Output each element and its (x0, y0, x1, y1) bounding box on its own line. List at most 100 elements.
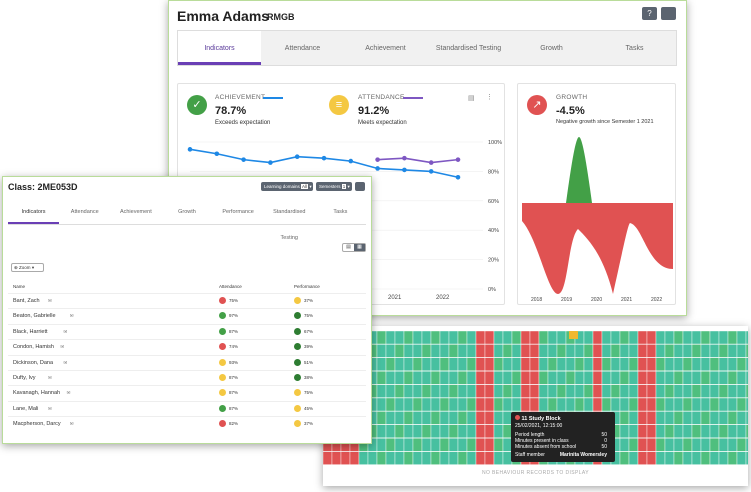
table-row[interactable]: Black, Harriett ✉ 87% 67% (8, 323, 366, 339)
achievement-point (241, 157, 246, 162)
heatmap-cell (592, 371, 603, 385)
table-row[interactable]: Kavanagh, Hannah ✉ 87% 75% (8, 385, 366, 400)
heatmap-cell (691, 411, 702, 425)
student-name[interactable]: Black, Harriett (13, 328, 48, 335)
message-icon[interactable]: ✉ (48, 298, 52, 303)
message-icon[interactable]: ✉ (48, 375, 52, 380)
student-name[interactable]: Bant, Zach (13, 298, 40, 304)
tab-indicators[interactable]: Indicators (178, 31, 261, 65)
tab-growth[interactable]: Growth (178, 209, 196, 215)
tab-achievement[interactable]: Achievement (365, 45, 406, 52)
grid-view-icon[interactable]: ▦ (354, 244, 365, 251)
message-icon[interactable]: ✉ (60, 344, 65, 350)
heatmap-cell (457, 451, 468, 465)
message-icon[interactable]: ✉ (69, 421, 74, 427)
heatmap-cell (574, 384, 585, 398)
heatmap-cell (691, 384, 702, 398)
heatmap-cell (448, 424, 459, 439)
student-name[interactable]: Dufty, Ivy (13, 375, 36, 381)
menu-button[interactable] (661, 7, 676, 20)
more-icon[interactable]: ⋮ (486, 94, 493, 101)
heatmap-cell (727, 397, 738, 412)
x-tick-label: 2020 (591, 297, 602, 303)
col-performance: Performance (294, 284, 320, 289)
positive-area (566, 137, 592, 203)
student-name[interactable]: Kavanagh, Hannah (13, 390, 61, 397)
student-name[interactable]: Lane, Mali (13, 405, 39, 412)
heatmap-cell (655, 371, 666, 385)
heatmap-cell (673, 357, 684, 371)
student-name[interactable]: Condon, Hamish (13, 344, 54, 351)
message-icon[interactable]: ✉ (69, 313, 74, 319)
table-row[interactable]: Macpherson, Darcy ✉ 82% 37% (8, 416, 366, 431)
tab-growth[interactable]: Growth (540, 45, 563, 52)
heatmap-cell (637, 397, 648, 412)
student-name[interactable]: Macpherson, Darcy (13, 421, 61, 428)
class-menu-button[interactable] (355, 182, 365, 191)
heatmap-cell (385, 331, 396, 345)
heatmap-cell (565, 397, 576, 412)
message-icon[interactable]: ✉ (63, 359, 68, 365)
student-tabs: Indicators Attendance Achievement Standa… (177, 30, 677, 66)
tab-performance[interactable]: Performance (222, 209, 254, 215)
tab-indicators[interactable]: Indicators (8, 199, 60, 224)
table-row[interactable]: Lane, Mali ✉ 87% 45% (8, 400, 366, 416)
heatmap-cell (466, 357, 477, 371)
heatmap-cell (556, 357, 567, 371)
tab-attendance[interactable]: Attendance (70, 209, 99, 215)
student-name[interactable]: Beaton, Gabrielle (13, 313, 56, 320)
heatmap-cell (412, 424, 423, 439)
check-icon: ✓ (187, 95, 207, 115)
message-icon[interactable]: ✉ (48, 405, 52, 411)
heatmap-cell (376, 384, 387, 398)
heatmap-cell (646, 397, 657, 412)
heatmap-cell (376, 397, 387, 412)
heatmap-cell (421, 397, 432, 412)
view-toggle[interactable]: ▤ ▦ (342, 243, 366, 252)
heatmap-cell (601, 397, 612, 412)
tab-standardised-testing[interactable]: Standardised Testing (435, 45, 502, 52)
heatmap-cell (466, 344, 477, 358)
tab-standardised-testing[interactable]: Standardised Testing (273, 209, 306, 241)
tab-tasks[interactable]: Tasks (625, 45, 644, 52)
table-row[interactable]: Beaton, Gabrielle ✉ 97% 75% (8, 308, 366, 323)
list-view-icon[interactable]: ▤ (346, 244, 351, 250)
heatmap-cell (628, 411, 639, 425)
heatmap-cell (628, 331, 639, 345)
heatmap-cell (349, 451, 360, 465)
table-row[interactable]: Dufty, Ivy ✉ 87% 38% (8, 370, 366, 385)
table-row[interactable]: Bant, Zach ✉ 75% 37% (8, 293, 366, 308)
heatmap-cell (439, 384, 450, 398)
message-icon[interactable]: ✉ (66, 390, 71, 396)
heatmap-cell (664, 397, 675, 412)
performance-value: 45% (304, 405, 314, 411)
semesters-select[interactable]: Semesters 1 ▾ (316, 182, 352, 191)
heatmap-cell (511, 384, 522, 398)
zoom-button[interactable]: ⊕ Zoom ▾ (11, 263, 44, 272)
heatmap-cell (736, 371, 747, 385)
help-button[interactable]: ? (642, 7, 657, 20)
tooltip-row: Staff member Marinita Womersley (515, 452, 611, 458)
learning-domains-select[interactable]: Learning domains All ▾ (261, 182, 313, 191)
heatmap-cell (655, 331, 666, 345)
heatmap-cell (646, 331, 657, 345)
tab-attendance[interactable]: Attendance (284, 45, 321, 52)
calendar-icon[interactable]: ▤ (468, 95, 475, 102)
heatmap-cell (556, 344, 567, 358)
table-row[interactable]: Dickinson, Dana ✉ 93% 51% (8, 354, 366, 370)
performance-value: 67% (304, 328, 314, 334)
negative-area (522, 203, 673, 294)
tab-tasks[interactable]: Tasks (333, 209, 348, 215)
message-icon[interactable]: ✉ (63, 328, 68, 334)
student-name[interactable]: Dickinson, Dana (13, 359, 54, 366)
heatmap-cell (664, 357, 675, 371)
heatmap-cell (700, 357, 711, 371)
heatmap-cell (646, 451, 657, 465)
tab-achievement[interactable]: Achievement (119, 209, 152, 215)
heatmap-cell (637, 424, 648, 439)
heatmap-cell (682, 411, 693, 425)
heatmap-cell (394, 331, 405, 345)
table-row[interactable]: Condon, Hamish ✉ 74% 39% (8, 339, 366, 354)
heatmap-cell (502, 344, 513, 358)
attendance-dot (219, 404, 226, 412)
